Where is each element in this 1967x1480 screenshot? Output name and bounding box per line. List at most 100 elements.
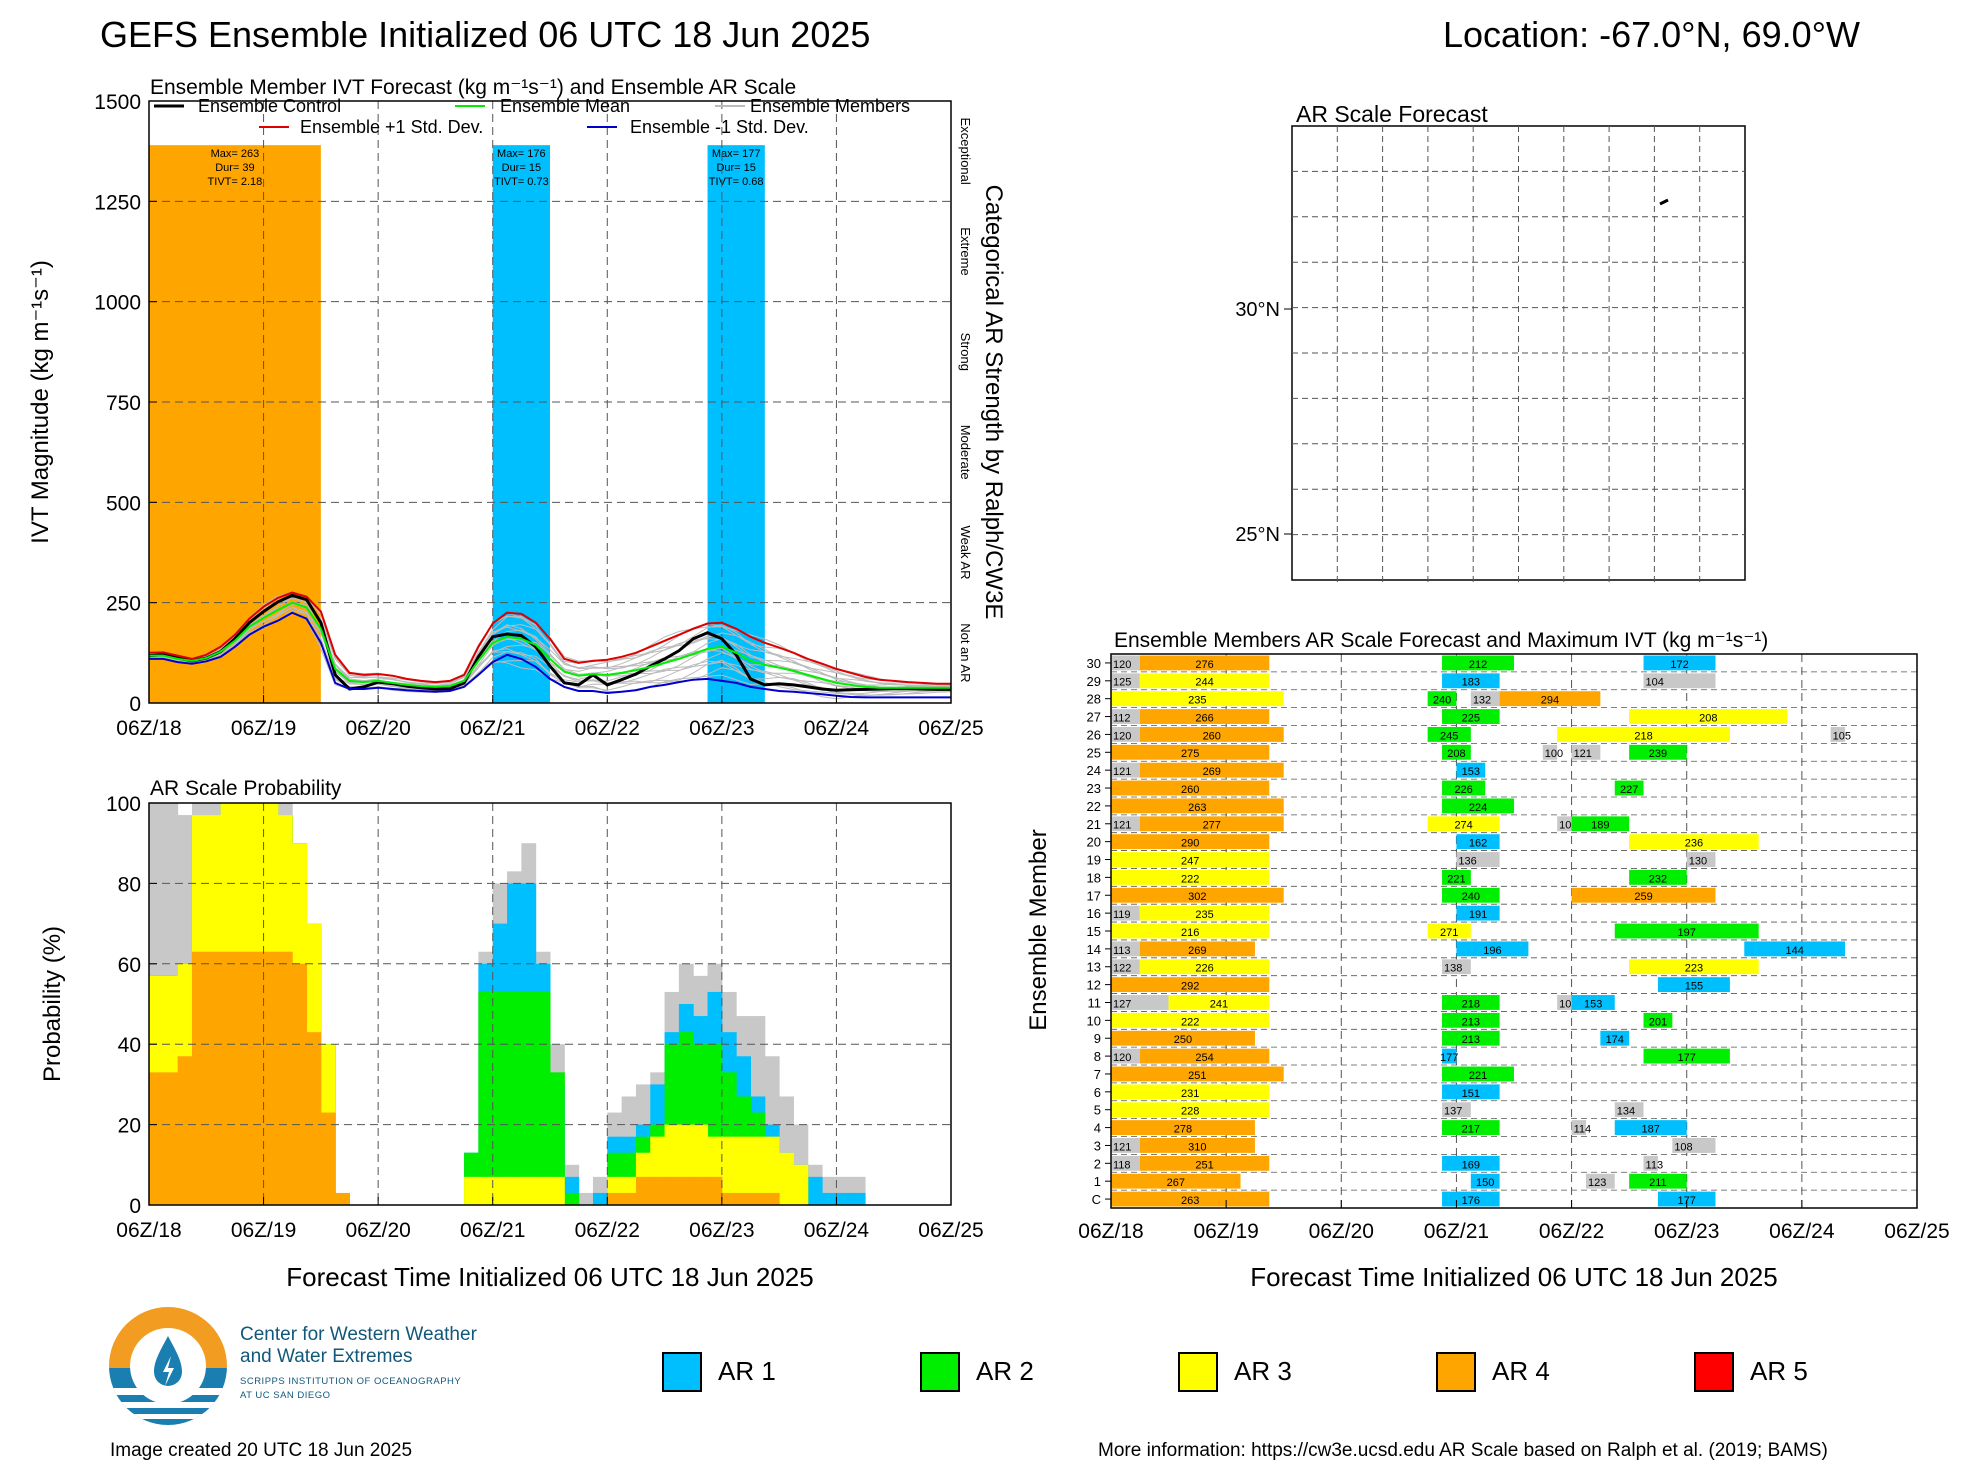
member-max-ivt: 213 — [1462, 1016, 1480, 1028]
member-ar-bar — [1111, 691, 1284, 707]
member-max-ivt: 151 — [1462, 1088, 1480, 1100]
member-max-ivt: 271 — [1440, 927, 1458, 939]
series-line-ensemble-1-std-dev- — [148, 591, 951, 685]
ar-event-text: Max= 177 — [712, 148, 761, 160]
member-label: 25 — [1087, 745, 1101, 760]
member-max-ivt: 292 — [1181, 981, 1199, 993]
x-tick-label: 06Z/25 — [918, 1219, 983, 1242]
y-tick-label: 40 — [118, 1034, 141, 1057]
legend-label-ar5: AR 5 — [1750, 1356, 1808, 1386]
x-tick-label: 06Z/19 — [231, 1219, 296, 1242]
member-label: 20 — [1087, 835, 1101, 850]
prob-bar-ar-2 — [535, 991, 551, 1205]
member-ar-bar — [1139, 1155, 1270, 1171]
prob-bar-ar-4 — [234, 951, 250, 1205]
plot-frame — [148, 802, 952, 1206]
member-ar-bar — [1456, 905, 1500, 921]
member-ar-bar — [1111, 709, 1140, 724]
prob-bar-ar-3 — [464, 1176, 479, 1205]
member-max-ivt: 278 — [1174, 1124, 1192, 1136]
prob-bar-ar-3 — [736, 1136, 751, 1205]
y-tick-label: 1500 — [94, 91, 141, 114]
member-ar-bar — [1111, 816, 1140, 832]
member-ar-bar — [1111, 726, 1140, 742]
member-max-ivt: 227 — [1620, 784, 1638, 796]
member-max-ivt: 260 — [1203, 730, 1221, 742]
member-max-ivt: 217 — [1462, 1124, 1480, 1136]
x-tick-label: 06Z/18 — [116, 717, 181, 740]
member-max-ivt: 130 — [1689, 855, 1707, 867]
member-ar-bar — [1427, 923, 1471, 939]
x-tick-label: 06Z/22 — [575, 1219, 640, 1242]
member-label: 18 — [1087, 870, 1101, 885]
y-tick-label: 750 — [106, 392, 141, 415]
prob-bar-ar-3 — [750, 1136, 766, 1205]
member-label: 28 — [1087, 692, 1101, 707]
prob-bar-ar-4 — [306, 1032, 322, 1205]
member-ar-bar — [1614, 780, 1644, 796]
member-max-ivt: 277 — [1203, 820, 1221, 832]
category-label: Moderate — [958, 425, 973, 480]
member-ar-bar — [1111, 1173, 1241, 1189]
member-max-ivt: 127 — [1113, 998, 1131, 1010]
category-label: Weak AR — [958, 526, 973, 580]
member-max-ivt: 254 — [1195, 1052, 1213, 1064]
member-ar-bar — [1139, 1138, 1255, 1153]
member-max-ivt: 225 — [1462, 712, 1480, 724]
member-max-ivt: 251 — [1188, 1070, 1206, 1082]
member-ar-bar — [1442, 1012, 1500, 1028]
member-max-ivt: 172 — [1670, 659, 1688, 671]
member-ar-bar — [1139, 709, 1270, 724]
member-label: 22 — [1087, 799, 1101, 814]
member-ar-bar — [1111, 673, 1140, 689]
y-tick-label: 80 — [118, 873, 141, 896]
ensemble-member-line — [148, 597, 952, 686]
prob-bar-ar-3 — [521, 1176, 537, 1205]
member-max-ivt: 113 — [1646, 1159, 1664, 1171]
member-ar-bar — [1442, 1030, 1500, 1046]
member-max-ivt: 250 — [1174, 1034, 1192, 1046]
member-ar-bar — [1600, 1030, 1630, 1046]
member-max-ivt: 228 — [1181, 1106, 1199, 1118]
member-max-ivt: 294 — [1541, 695, 1559, 707]
legend-entry: Ensemble -1 Std. Dev. — [630, 117, 809, 137]
member-ar-bar — [1111, 1102, 1270, 1118]
member-ar-bar — [1111, 869, 1270, 885]
prob-bar-ar-4 — [149, 1072, 164, 1205]
member-max-ivt: 155 — [1685, 981, 1703, 993]
member-ar-bar — [1442, 1102, 1471, 1118]
map-lat-label: 25°N — [1235, 524, 1280, 546]
logo-text-line3: SCRIPPS INSTITUTION OF OCEANOGRAPHY — [240, 1376, 462, 1387]
legend-label-ar1: AR 1 — [718, 1356, 776, 1386]
member-label: 19 — [1087, 853, 1101, 868]
member-max-ivt: 269 — [1188, 945, 1206, 957]
x-tick-label: 06Z/22 — [575, 717, 640, 740]
series-line-ensemble-1-std-dev- — [149, 611, 951, 699]
member-label: 10 — [1087, 1013, 1101, 1028]
member-max-ivt: 100 — [1545, 748, 1563, 760]
member-max-ivt: 118 — [1113, 1159, 1131, 1171]
x-tick-label: 06Z/23 — [1654, 1220, 1719, 1243]
prob-bar-ar-3 — [492, 1176, 508, 1205]
prob-bar-ar-3 — [535, 1176, 551, 1205]
legend-swatch-ar5 — [1694, 1352, 1734, 1392]
member-max-ivt: 104 — [1646, 677, 1664, 689]
footer-info: More information: https://cw3e.ucsd.edu … — [1098, 1440, 1828, 1461]
member-max-ivt: 112 — [1113, 712, 1131, 724]
member-max-ivt: 240 — [1462, 891, 1480, 903]
member-ar-bar — [1571, 887, 1716, 903]
member-max-ivt: 222 — [1181, 1016, 1199, 1028]
member-ar-bar — [1643, 673, 1716, 689]
x-tick-label: 06Z/24 — [804, 1219, 870, 1242]
member-max-ivt: 177 — [1440, 1052, 1458, 1064]
member-max-ivt: 123 — [1588, 1177, 1606, 1189]
logo-text-line4: AT UC SAN DIEGO — [240, 1390, 331, 1401]
member-ar-bar — [1470, 691, 1500, 707]
member-ar-bar — [1111, 959, 1140, 975]
x-tick-label: 06Z/20 — [345, 717, 410, 740]
member-max-ivt: 108 — [1674, 1141, 1692, 1153]
member-ar-bar — [1442, 1155, 1500, 1171]
member-ar-bar — [1139, 673, 1270, 689]
ar-event-text: Max= 263 — [211, 148, 260, 160]
member-max-ivt: 218 — [1462, 998, 1480, 1010]
